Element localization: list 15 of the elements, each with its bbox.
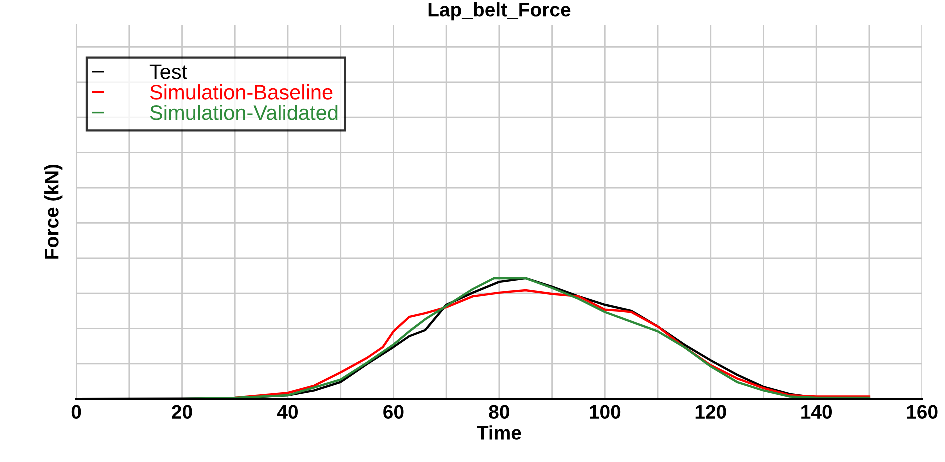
y-axis-title: Force (kN) bbox=[44, 164, 63, 259]
x-tick-label: 40 bbox=[277, 405, 298, 420]
legend-label: Test bbox=[150, 64, 188, 80]
x-tick-label: 120 bbox=[696, 405, 726, 420]
x-tick-label: 160 bbox=[907, 405, 938, 420]
x-tick-label: 80 bbox=[489, 405, 510, 420]
x-tick-label: 0 bbox=[72, 405, 82, 420]
x-axis-title: Time bbox=[477, 426, 522, 440]
legend-label: Simulation-Baseline bbox=[150, 84, 333, 100]
x-tick-label: 140 bbox=[802, 405, 832, 420]
x-tick-label: 60 bbox=[384, 405, 404, 420]
x-tick-label: 20 bbox=[172, 405, 192, 420]
legend-label: Simulation-Validated bbox=[150, 104, 338, 120]
x-tick-label: 100 bbox=[590, 405, 621, 420]
chart-title: Lap_belt_Force bbox=[428, 2, 571, 21]
